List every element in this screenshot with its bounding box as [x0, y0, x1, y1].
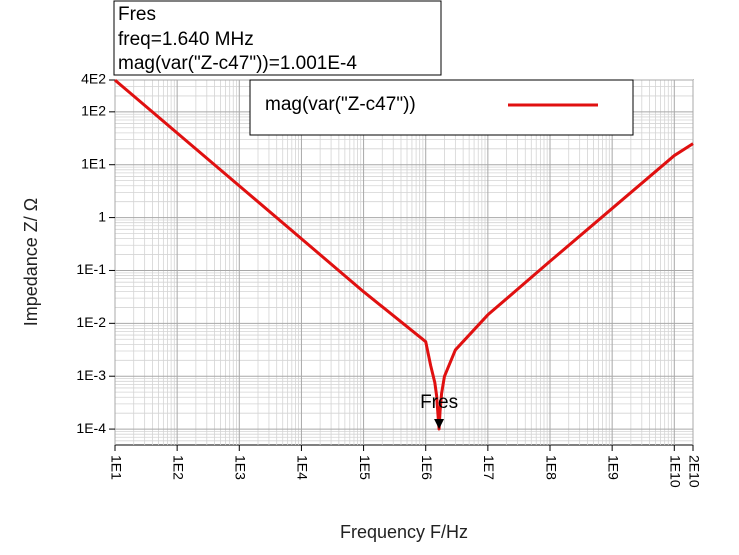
x-tick-label: 1E5	[357, 455, 373, 480]
y-tick-label: 1E1	[81, 155, 106, 171]
marker-title: Fres	[118, 4, 156, 25]
y-tick-label: 1E-4	[76, 420, 106, 436]
x-tick-label: 1E6	[419, 455, 435, 480]
legend-label: mag(var("Z-c47"))	[265, 94, 416, 115]
x-tick-label: 1E3	[233, 455, 249, 480]
y-tick-label: 1E2	[81, 103, 106, 119]
y-tick-label: 1E-3	[76, 367, 106, 383]
x-tick-label: 1E1	[108, 455, 124, 480]
plot: Fres	[114, 78, 694, 431]
legend-box	[249, 79, 634, 136]
x-axis-label: Frequency F/Hz	[340, 522, 468, 542]
y-axis-label: Impedance Z/ Ω	[21, 198, 41, 327]
x-tick-label: 1E4	[295, 455, 311, 480]
legend: mag(var("Z-c47"))	[265, 94, 598, 115]
x-tick-label: 2E10	[686, 455, 702, 488]
y-tick-label: 1E-2	[76, 314, 106, 330]
marker-value: mag(var("Z-c47"))=1.001E-4	[118, 53, 357, 74]
marker-arrow	[434, 419, 445, 430]
marker-freq: freq=1.640 MHz	[118, 29, 254, 50]
x-tick-label: 1E2	[170, 455, 186, 480]
x-tick-label: 1E10	[668, 455, 684, 488]
x-tick-label: 1E7	[481, 455, 497, 480]
ticks: 1E1 1E2 1E3 1E4 1E5 1E6 1E7 1E8 1E9 1E10 2E10 4E2 1E…	[76, 71, 702, 488]
y-tick-label: 1E-1	[76, 261, 106, 277]
marker-box	[113, 0, 442, 76]
x-tick-label: 1E9	[605, 455, 621, 480]
y-tick-label: 4E2	[81, 71, 106, 87]
y-tick-label: 1	[98, 208, 106, 224]
x-tick-label: 1E8	[543, 455, 559, 480]
marker-tag: Fres	[420, 392, 458, 413]
